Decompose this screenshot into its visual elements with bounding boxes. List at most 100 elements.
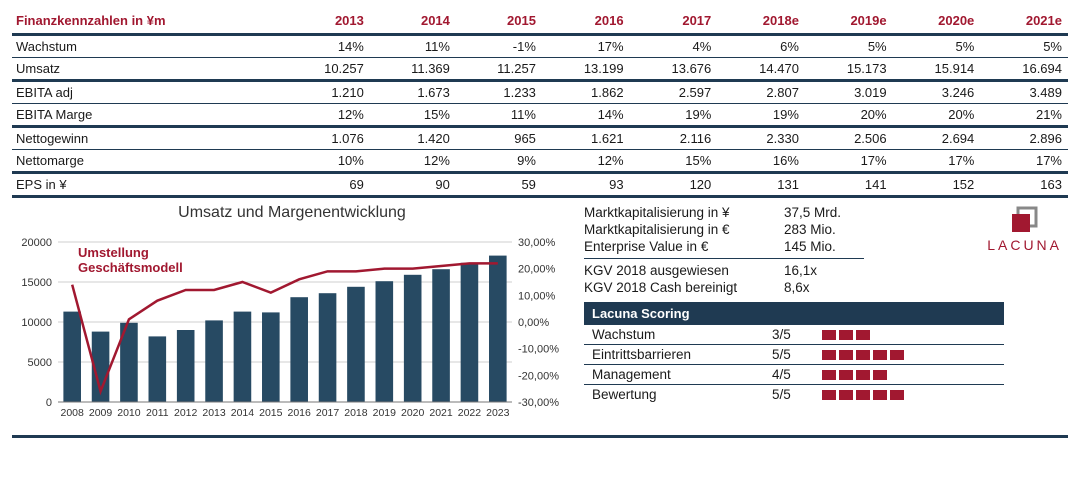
table-header-year: 2016 <box>542 10 630 35</box>
table-header-label: Finanzkennzahlen in ¥m <box>12 10 282 35</box>
score-box-icon <box>856 370 870 380</box>
table-cell: 20% <box>893 104 981 127</box>
table-row: Umsatz10.25711.36911.25713.19913.67614.4… <box>12 58 1068 81</box>
table-cell: 17% <box>542 35 630 58</box>
table-row: EBITA Marge12%15%11%14%19%19%20%20%21% <box>12 104 1068 127</box>
svg-text:2011: 2011 <box>146 407 169 419</box>
table-cell: 90 <box>370 173 456 197</box>
table-cell: 93 <box>542 173 630 197</box>
table-cell: 20% <box>805 104 893 127</box>
metric-label: Marktkapitalisierung in ¥ <box>584 204 784 221</box>
score-label: Bewertung <box>592 387 772 402</box>
table-cell: 3.019 <box>805 81 893 104</box>
table-cell: 19% <box>717 104 805 127</box>
svg-text:2014: 2014 <box>231 407 255 419</box>
table-cell: 10% <box>282 150 370 173</box>
svg-text:-10,00%: -10,00% <box>518 344 559 356</box>
table-cell: 1.420 <box>370 127 456 150</box>
metric-label: Enterprise Value in € <box>584 238 784 255</box>
svg-text:-20,00%: -20,00% <box>518 370 559 382</box>
score-boxes <box>822 390 996 400</box>
score-box-icon <box>822 350 836 360</box>
table-cell: 965 <box>456 127 542 150</box>
table-cell: 17% <box>805 150 893 173</box>
svg-text:10000: 10000 <box>21 317 52 329</box>
score-label: Management <box>592 367 772 382</box>
metric-label: Marktkapitalisierung in € <box>584 221 784 238</box>
chart-annotation: UmstellungGeschäftsmodell <box>78 246 183 276</box>
table-cell: 15.914 <box>893 58 981 81</box>
table-header-year: 2017 <box>630 10 718 35</box>
svg-text:-30,00%: -30,00% <box>518 397 559 409</box>
table-header-year: 2013 <box>282 10 370 35</box>
metric-value: 8,6x <box>784 279 854 296</box>
table-cell: 5% <box>893 35 981 58</box>
table-row: Nettomarge10%12%9%12%15%16%17%17%17% <box>12 150 1068 173</box>
table-row: Nettogewinn1.0761.4209651.6212.1162.3302… <box>12 127 1068 150</box>
score-box-icon <box>890 350 904 360</box>
score-box-icon <box>822 330 836 340</box>
lacuna-logo: LACUNA <box>987 206 1062 253</box>
score-label: Eintrittsbarrieren <box>592 347 772 362</box>
svg-text:2010: 2010 <box>117 407 141 419</box>
table-cell: 15.173 <box>805 58 893 81</box>
svg-text:2023: 2023 <box>486 407 510 419</box>
metric-row: KGV 2018 Cash bereinigt8,6x <box>584 279 1068 296</box>
table-row: Wachstum14%11%-1%17%4%6%5%5%5% <box>12 35 1068 58</box>
table-cell: 2.116 <box>630 127 718 150</box>
svg-text:20,00%: 20,00% <box>518 264 556 276</box>
score-box-icon <box>873 390 887 400</box>
table-cell: 2.597 <box>630 81 718 104</box>
table-cell: 69 <box>282 173 370 197</box>
svg-text:2009: 2009 <box>89 407 113 419</box>
chart-title: Umsatz und Margenentwicklung <box>12 204 572 222</box>
svg-text:2012: 2012 <box>174 407 198 419</box>
score-boxes <box>822 350 996 360</box>
table-cell: 13.199 <box>542 58 630 81</box>
svg-text:2019: 2019 <box>373 407 397 419</box>
svg-text:2015: 2015 <box>259 407 283 419</box>
metric-label: KGV 2018 ausgewiesen <box>584 262 784 279</box>
score-box-icon <box>839 330 853 340</box>
row-label: EPS in ¥ <box>12 173 282 197</box>
metric-value: 37,5 Mrd. <box>784 204 854 221</box>
svg-text:2022: 2022 <box>458 407 482 419</box>
table-cell: 120 <box>630 173 718 197</box>
table-cell: 11.257 <box>456 58 542 81</box>
svg-text:2008: 2008 <box>61 407 85 419</box>
table-cell: 14% <box>542 104 630 127</box>
table-cell: 17% <box>980 150 1068 173</box>
table-header-year: 2021e <box>980 10 1068 35</box>
table-header-year: 2018e <box>717 10 805 35</box>
table-cell: 59 <box>456 173 542 197</box>
svg-text:2020: 2020 <box>401 407 425 419</box>
score-value: 3/5 <box>772 327 822 342</box>
score-box-icon <box>890 390 904 400</box>
row-label: Wachstum <box>12 35 282 58</box>
row-label: Nettomarge <box>12 150 282 173</box>
score-box-icon <box>839 350 853 360</box>
svg-text:0,00%: 0,00% <box>518 317 549 329</box>
svg-text:10,00%: 10,00% <box>518 290 556 302</box>
score-boxes <box>822 370 996 380</box>
table-cell: 4% <box>630 35 718 58</box>
metric-row: KGV 2018 ausgewiesen16,1x <box>584 262 1068 279</box>
table-cell: 163 <box>980 173 1068 197</box>
metric-value: 283 Mio. <box>784 221 854 238</box>
table-cell: 12% <box>282 104 370 127</box>
score-box-icon <box>822 370 836 380</box>
table-cell: 152 <box>893 173 981 197</box>
table-cell: 3.489 <box>980 81 1068 104</box>
score-value: 5/5 <box>772 347 822 362</box>
table-cell: 9% <box>456 150 542 173</box>
table-row: EBITA adj1.2101.6731.2331.8622.5972.8073… <box>12 81 1068 104</box>
svg-text:0: 0 <box>46 397 52 409</box>
table-cell: 5% <box>980 35 1068 58</box>
metric-label: KGV 2018 Cash bereinigt <box>584 279 784 296</box>
table-cell: 15% <box>370 104 456 127</box>
table-cell: 2.694 <box>893 127 981 150</box>
svg-text:30,00%: 30,00% <box>518 237 556 249</box>
table-cell: 6% <box>717 35 805 58</box>
table-cell: 11% <box>370 35 456 58</box>
table-cell: 1.233 <box>456 81 542 104</box>
